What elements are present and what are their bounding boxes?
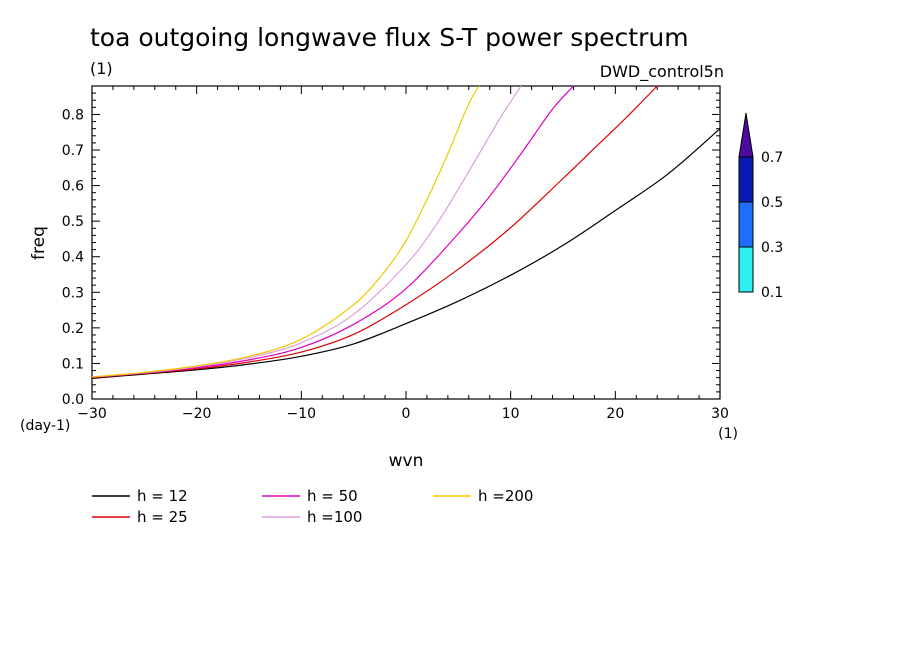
colorbar-label: 0.3 <box>761 240 783 256</box>
x-tick-label: −20 <box>182 406 212 422</box>
legend: h = 12 h = 25 h = 50 h =100 h =200 <box>92 487 533 526</box>
series-line-0 <box>91 128 721 379</box>
x-tick-label: 20 <box>606 406 624 422</box>
series-line-4 <box>91 85 480 378</box>
colorbar-arrow <box>738 112 754 158</box>
series-line-3 <box>91 85 522 378</box>
x-tick-label: 30 <box>711 406 729 422</box>
y-tick-label: 0.0 <box>62 392 84 408</box>
y-tick-label: 0.4 <box>62 250 84 266</box>
x-tick-label: 10 <box>502 406 520 422</box>
title-units: (1) <box>90 59 113 78</box>
y-tick-label: 0.8 <box>62 107 84 123</box>
colorbar-label: 0.1 <box>761 285 783 301</box>
plot-frame <box>91 85 721 400</box>
y-unit-label: (day-1) <box>20 418 70 434</box>
series-line-1 <box>91 85 658 379</box>
x-tick-label: 0 <box>402 406 411 422</box>
x-tick-label: −30 <box>77 406 107 422</box>
colorbar: 0.7 0.5 0.3 0.1 <box>738 112 783 301</box>
chart-title: toa outgoing longwave flux S-T power spe… <box>90 23 689 52</box>
x-tick-label: −10 <box>287 406 317 422</box>
colorbar-segment <box>738 201 754 248</box>
legend-label-4: h =200 <box>478 487 533 505</box>
plot-area: −30 −20 −10 0 10 20 30 0.0 0.1 0.2 0.3 0.4 0.5 0.6 0.7… <box>62 85 729 422</box>
colorbar-label: 0.7 <box>761 150 783 166</box>
legend-label-0: h = 12 <box>137 487 188 505</box>
y-tick-label: 0.1 <box>62 356 84 372</box>
x-unit-label: (1) <box>718 426 738 442</box>
y-tick-label: 0.5 <box>62 214 84 230</box>
y-tick-label: 0.3 <box>62 285 84 301</box>
colorbar-segment <box>738 156 754 203</box>
axis-ticks: −30 −20 −10 0 10 20 30 0.0 0.1 0.2 0.3 0.4 0.5 0.6 0.7… <box>62 85 729 422</box>
dataset-label: DWD_control5n <box>600 62 724 82</box>
y-tick-label: 0.2 <box>62 321 84 337</box>
legend-label-3: h =100 <box>307 508 362 526</box>
x-axis-label: wvn <box>389 451 424 471</box>
series-line-2 <box>91 85 574 378</box>
y-tick-label: 0.7 <box>62 143 84 159</box>
colorbar-segment <box>738 246 754 293</box>
legend-label-2: h = 50 <box>307 487 358 505</box>
legend-label-1: h = 25 <box>137 508 188 526</box>
colorbar-label: 0.5 <box>761 195 783 211</box>
series-lines <box>91 85 721 379</box>
y-axis-label: freq <box>29 226 49 260</box>
y-tick-label: 0.6 <box>62 179 84 195</box>
